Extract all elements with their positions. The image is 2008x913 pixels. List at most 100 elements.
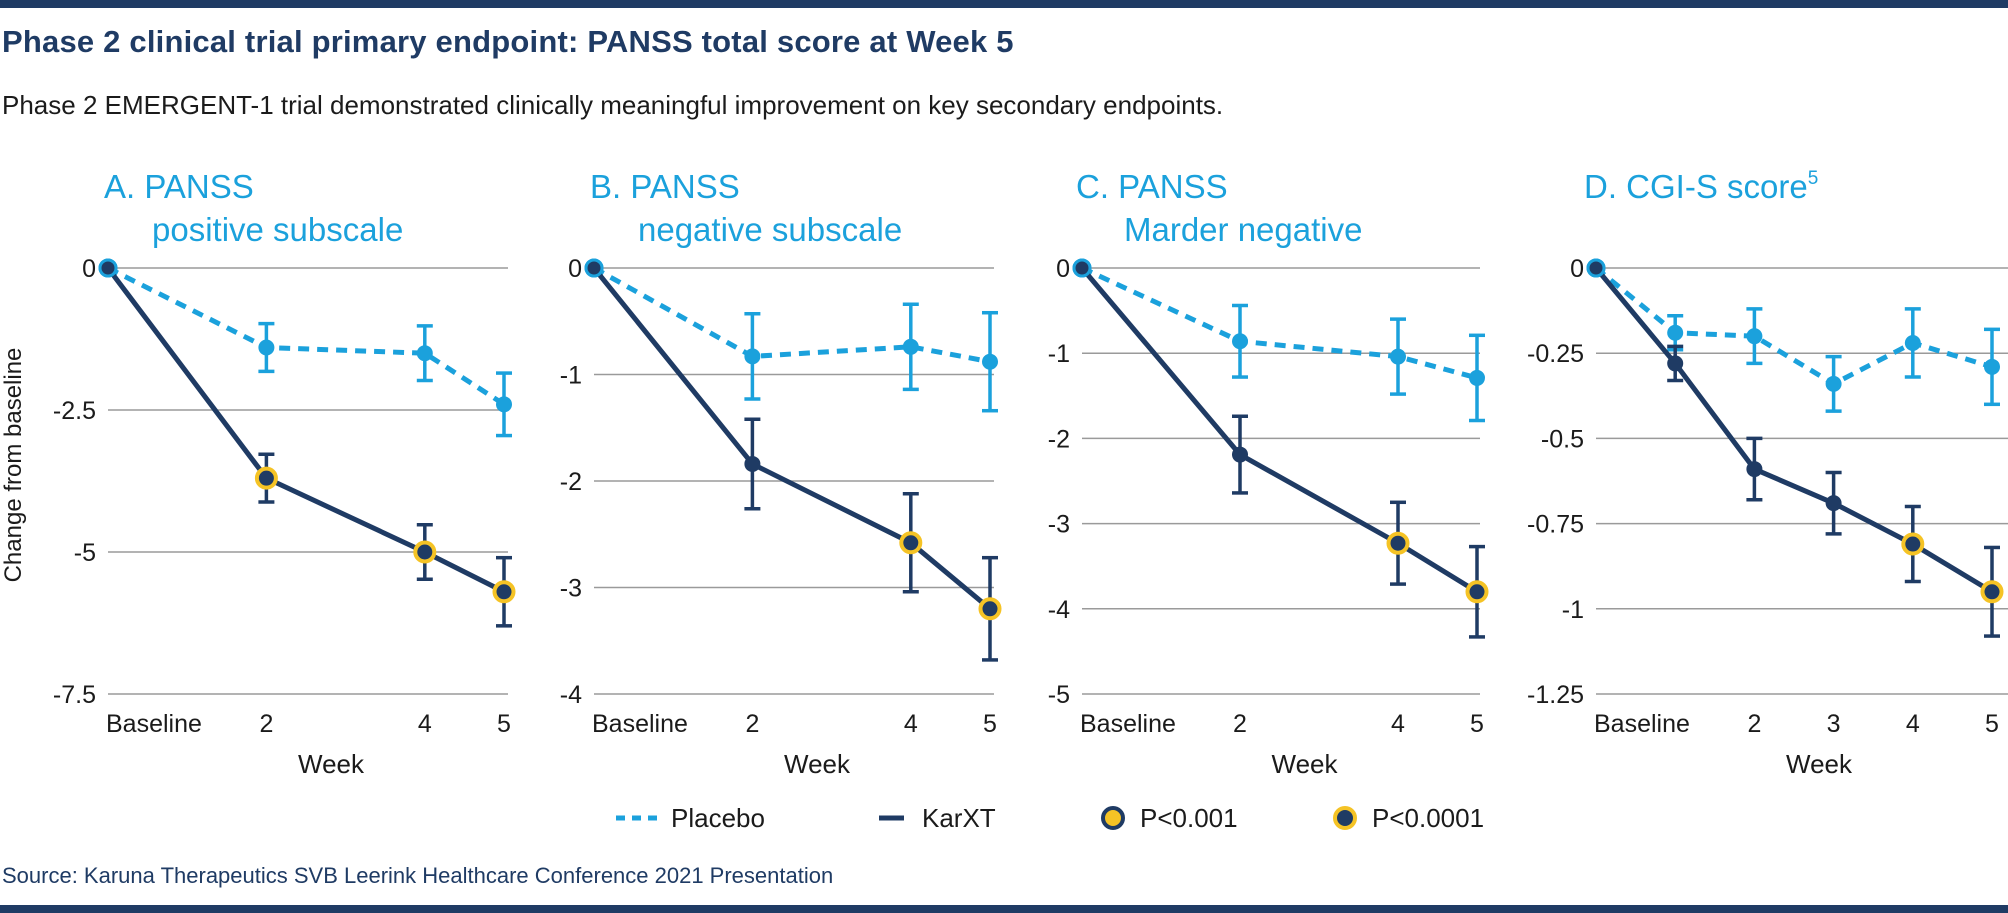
panel-b-y-tick-label: -3 — [560, 575, 582, 603]
legend-label-p001: P<0.001 — [1140, 802, 1238, 833]
panel-c-karxt-point-significant — [1465, 580, 1489, 604]
panel-b-title-line2: negative subscale — [638, 211, 902, 248]
panel-a-karxt-point-significant — [254, 466, 278, 490]
panel-d-title-superscript: 5 — [1808, 168, 1819, 189]
panel-b-title: B. PANSS — [590, 168, 740, 205]
panel-d-y-tick-label: -0.5 — [1541, 425, 1584, 453]
panel-c-x-tick-label: 4 — [1391, 710, 1405, 738]
panel-d-placebo-point — [1667, 324, 1684, 341]
panel-a-placebo-point — [496, 396, 512, 413]
charts-area: A. PANSS positive subscale 0 -2.5 -5 -7.5 Base… — [53, 168, 2008, 779]
panel-d-placebo-point — [1746, 328, 1763, 345]
panel-c-title-line2: Marder negative — [1124, 211, 1362, 248]
panel-d-placebo-line — [1594, 266, 1993, 387]
panel-c-x-tick-label: Baseline — [1080, 710, 1176, 738]
panel-c-y-tick-label: -1 — [1048, 340, 1070, 368]
panel-d-x-tick-label: 2 — [1747, 710, 1761, 738]
panel-b-x-axis-title: Week — [784, 749, 851, 779]
panel-a-placebo-point — [258, 339, 275, 356]
panel-c-x-tick-label: 2 — [1233, 710, 1247, 738]
legend-item-p0001: P<0.0001 — [1332, 800, 1484, 836]
panel-a-placebo-line — [106, 265, 506, 407]
panel-a-x-tick-label: 5 — [497, 710, 511, 738]
panel-c-baseline-point — [1072, 258, 1092, 278]
panel-b-karxt-line — [592, 266, 992, 611]
panel-d-karxt-point-significant — [1901, 532, 1925, 556]
panel-c-placebo-point — [1469, 369, 1485, 386]
panel-a-x-axis-title: Week — [298, 749, 365, 779]
panel-c-y-tick-label: -4 — [1048, 596, 1070, 624]
panel-d-karxt-point-significant — [1980, 580, 2004, 604]
panel-a-karxt-point-significant — [492, 580, 516, 604]
legend-label-karxt: KarXT — [922, 802, 996, 833]
legend-label-placebo: Placebo — [671, 802, 765, 833]
page-title: Phase 2 clinical trial primary endpoint:… — [2, 24, 1014, 59]
panel-d-title: D. CGI-S score5 — [1584, 168, 1818, 205]
panel-d-x-tick-label: 4 — [1906, 710, 1920, 738]
karxt-line-swatch — [879, 815, 904, 821]
legend-item-karxt: KarXT — [878, 800, 996, 836]
panel-d-placebo-point — [1904, 334, 1921, 351]
panel-b-karxt-point-significant — [899, 531, 923, 555]
panel-d-y-tick-label: -1.25 — [1527, 681, 1584, 709]
panel-c-placebo-line — [1080, 265, 1478, 381]
panel-b-x-tick-label: Baseline — [592, 710, 688, 738]
panel-c-x-tick-label: 5 — [1470, 710, 1484, 738]
panel-c-title: C. PANSS — [1076, 168, 1228, 205]
panel-d-y-tick-label: 0 — [1570, 255, 1584, 283]
panel-a-baseline-point — [98, 258, 118, 278]
bottom-rule — [0, 905, 2008, 913]
panel-b-karxt-point — [744, 455, 761, 472]
panel-a-title-line2: positive subscale — [152, 211, 403, 248]
panel-a-y-tick-label: -2.5 — [53, 397, 96, 425]
panel-d-karxt-point — [1825, 495, 1842, 512]
panel-b-y-tick-label: -1 — [560, 362, 582, 390]
panel-b-placebo-point — [902, 338, 919, 355]
panel-d-y-tick-label: -0.75 — [1527, 511, 1584, 539]
page-subtitle: Phase 2 EMERGENT-1 trial demonstrated cl… — [2, 90, 1224, 120]
panel-a-placebo-point — [416, 345, 433, 362]
top-rule — [0, 0, 2008, 8]
panel-a-x-tick-label: 4 — [418, 710, 432, 738]
panel-b-x-tick-label: 2 — [745, 710, 759, 738]
panel-d-x-axis-title: Week — [1786, 749, 1853, 779]
panel-b-y-tick-label: 0 — [568, 255, 582, 283]
panel-c-placebo-point — [1390, 348, 1406, 365]
panel-b-baseline-point — [584, 258, 604, 278]
panel-d-placebo-point — [1984, 358, 2000, 375]
p0001-marker-swatch — [1333, 806, 1357, 830]
panel-c-y-tick-label: -3 — [1048, 511, 1070, 539]
panel-b-y-tick-label: -2 — [560, 468, 582, 496]
panel-d-x-tick-label: Baseline — [1594, 710, 1690, 738]
panel-a-y-tick-label: 0 — [82, 255, 96, 283]
panel-d-x-tick-label: 3 — [1827, 710, 1841, 738]
panel-a-y-tick-label: -7.5 — [53, 681, 96, 709]
panel-a-y-tick-label: -5 — [74, 539, 96, 567]
legend-item-placebo: Placebo — [615, 800, 765, 836]
panel-b-karxt-point-significant — [978, 597, 1002, 621]
panel-d-baseline-point — [1586, 258, 1606, 278]
panel-c-y-tick-label: 0 — [1056, 255, 1070, 283]
p001-marker-swatch — [1101, 806, 1125, 830]
panel-b-x-tick-label: 4 — [904, 710, 918, 738]
panel-b-x-tick-label: 5 — [983, 710, 997, 738]
legend-item-p001: P<0.001 — [1100, 800, 1238, 836]
panel-d-karxt-line — [1594, 266, 1994, 594]
panel-d-y-tick-label: -0.25 — [1527, 340, 1584, 368]
panel-a-x-tick-label: 2 — [259, 710, 273, 738]
panel-c-y-tick-label: -5 — [1048, 681, 1070, 709]
placebo-line-swatch — [616, 815, 657, 821]
panel-a-karxt-line — [106, 266, 506, 594]
panel-b-placebo-line — [592, 265, 991, 365]
source-note: Source: Karuna Therapeutics SVB Leerink … — [2, 863, 834, 888]
panel-a-karxt-point-significant — [413, 540, 437, 564]
panel-d-y-tick-label: -1 — [1562, 596, 1584, 624]
panel-b-placebo-point — [744, 348, 761, 365]
panel-b-y-tick-label: -4 — [560, 681, 582, 709]
panel-c-karxt-point-significant — [1386, 531, 1410, 555]
panel-a-title: A. PANSS — [104, 168, 254, 205]
panel-d-x-tick-label: 5 — [1985, 710, 1999, 738]
panel-c-karxt-line — [1080, 266, 1479, 594]
panel-c-karxt-point — [1232, 446, 1248, 463]
panel-d-karxt-point — [1667, 355, 1684, 372]
